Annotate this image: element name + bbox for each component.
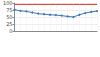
svg-text:25: 25	[6, 21, 12, 27]
svg-text:50: 50	[6, 14, 12, 20]
svg-text:100: 100	[3, 0, 13, 6]
svg-text:75: 75	[6, 7, 12, 13]
svg-text:0: 0	[9, 28, 12, 34]
